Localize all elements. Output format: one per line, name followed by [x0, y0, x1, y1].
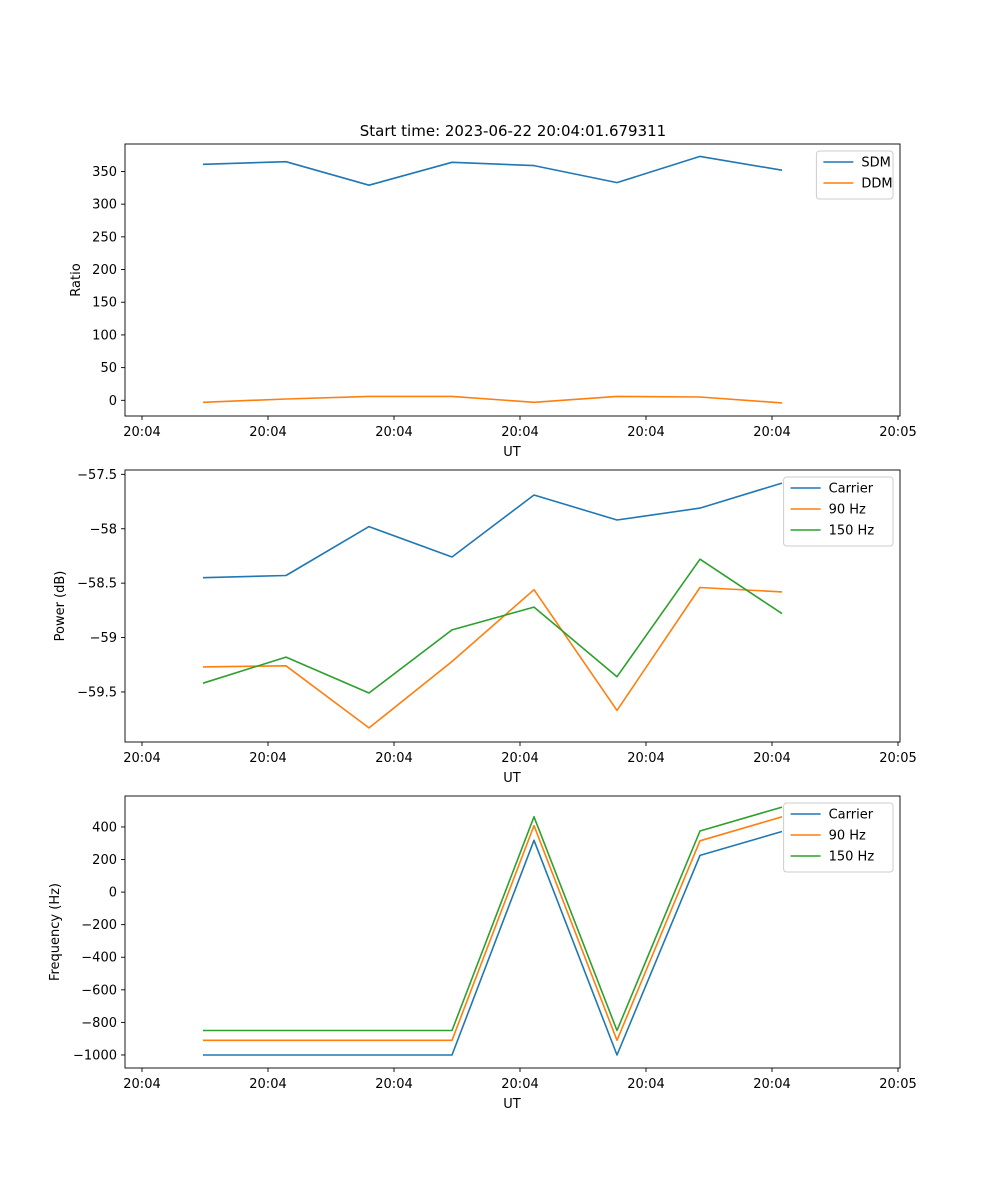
- y-tick-label: 200: [92, 263, 117, 278]
- x-tick-label: 20:04: [249, 425, 286, 440]
- x-tick-label: 20:04: [753, 751, 790, 766]
- y-tick-label: −59: [90, 631, 117, 646]
- x-axis-label: UT: [503, 1097, 521, 1112]
- legend-box: [783, 802, 894, 873]
- y-axis: −1000 −800 −600 −400 −200 0 200 400 Frequency (H…: [48, 820, 125, 1063]
- y-tick-label: 0: [109, 394, 117, 409]
- series-line-150-hz: [202, 558, 783, 694]
- chart-title: Start time: 2023-06-22 20:04:01.679311: [360, 122, 666, 140]
- y-tick-label: 100: [92, 328, 117, 343]
- legend-label: DDM: [861, 177, 892, 192]
- series-line-carrier: [203, 830, 783, 1056]
- x-tick-label: 20:04: [627, 425, 664, 440]
- x-tick-label: 20:04: [753, 1077, 790, 1092]
- panel-2: 20:04 20:04 20:04 20:04 20:04 20:04 20:05 UT −59…: [53, 468, 917, 786]
- legend-label: 150 Hz: [829, 524, 875, 539]
- x-tick-label: 20:04: [627, 1077, 664, 1092]
- series-line-sdm: [202, 155, 783, 186]
- legend-label: Carrier: [829, 808, 874, 823]
- series-line-ddm: [202, 395, 783, 404]
- panels: 20:04 20:04 20:04 20:04 20:04 20:04 20:05 UT 0 50…: [48, 143, 917, 1112]
- y-tick-label: −59.5: [77, 685, 117, 700]
- y-tick-label: 0: [109, 886, 117, 901]
- x-tick-label: 20:04: [501, 751, 538, 766]
- y-axis-label: Power (dB): [53, 571, 68, 642]
- axes-frame: [124, 795, 901, 1069]
- axes-frame: [124, 143, 901, 417]
- y-tick-label: −1000: [73, 1048, 117, 1063]
- x-axis-label: UT: [503, 771, 521, 786]
- x-tick-label: 20:04: [249, 1077, 286, 1092]
- series-line-90-hz: [202, 586, 783, 729]
- series-line-150-hz: [203, 806, 783, 1032]
- x-tick-label: 20:04: [375, 751, 412, 766]
- x-axis: 20:04 20:04 20:04 20:04 20:04 20:04 20:05 UT: [123, 742, 917, 786]
- y-tick-label: 50: [100, 361, 117, 376]
- x-tick-label: 20:04: [501, 1077, 538, 1092]
- legend-label: SDM: [861, 156, 890, 171]
- panel-1: 20:04 20:04 20:04 20:04 20:04 20:04 20:05 UT 0 50…: [69, 143, 917, 460]
- x-tick-label: 20:04: [249, 751, 286, 766]
- y-tick-label: 300: [92, 198, 117, 213]
- legend: Carrier 90 Hz 150 Hz: [783, 476, 894, 547]
- y-tick-label: −58: [90, 522, 117, 537]
- y-tick-label: −58.5: [77, 577, 117, 592]
- x-tick-label: 20:04: [375, 1077, 412, 1092]
- y-tick-label: −200: [81, 918, 117, 933]
- y-tick-label: −800: [81, 1016, 117, 1031]
- x-axis-label: UT: [503, 445, 521, 460]
- y-tick-label: −57.5: [77, 468, 117, 483]
- y-tick-label: 150: [92, 296, 117, 311]
- x-tick-label: 20:04: [627, 751, 664, 766]
- x-tick-label: 20:04: [375, 425, 412, 440]
- x-tick-label: 20:05: [879, 751, 916, 766]
- series-line-carrier: [202, 482, 783, 579]
- x-tick-label: 20:04: [123, 751, 160, 766]
- panel-3: 20:04 20:04 20:04 20:04 20:04 20:04 20:05 UT −10…: [48, 795, 917, 1112]
- x-tick-label: 20:05: [879, 425, 916, 440]
- legend: SDM DDM: [815, 150, 894, 200]
- x-tick-label: 20:04: [753, 425, 790, 440]
- y-axis: −59.5 −59 −58.5 −58 −57.5 Power (dB): [53, 468, 125, 700]
- y-tick-label: −600: [81, 983, 117, 998]
- y-tick-label: 250: [92, 230, 117, 245]
- y-axis-label: Ratio: [69, 263, 84, 296]
- legend-box: [783, 476, 894, 547]
- y-tick-label: 400: [92, 820, 117, 835]
- legend-label: Carrier: [829, 482, 874, 497]
- x-axis: 20:04 20:04 20:04 20:04 20:04 20:04 20:05 UT: [123, 1068, 917, 1112]
- x-axis: 20:04 20:04 20:04 20:04 20:04 20:04 20:05 UT: [123, 416, 917, 460]
- y-tick-label: 350: [92, 165, 117, 180]
- x-tick-label: 20:04: [123, 1077, 160, 1092]
- legend-label: 90 Hz: [829, 503, 866, 518]
- legend-label: 90 Hz: [829, 829, 866, 844]
- x-tick-label: 20:04: [123, 425, 160, 440]
- y-tick-label: 200: [92, 853, 117, 868]
- axes-frame: [124, 469, 901, 743]
- x-tick-label: 20:04: [501, 425, 538, 440]
- y-axis-label: Frequency (Hz): [48, 883, 63, 981]
- legend: Carrier 90 Hz 150 Hz: [783, 802, 894, 873]
- y-axis: 0 50 100 150 200 250 300 350 Ratio: [69, 165, 125, 409]
- series-line-90-hz: [203, 816, 783, 1042]
- legend-label: 150 Hz: [829, 850, 875, 865]
- y-tick-label: −400: [81, 951, 117, 966]
- x-tick-label: 20:05: [879, 1077, 916, 1092]
- legend-box: [815, 150, 894, 200]
